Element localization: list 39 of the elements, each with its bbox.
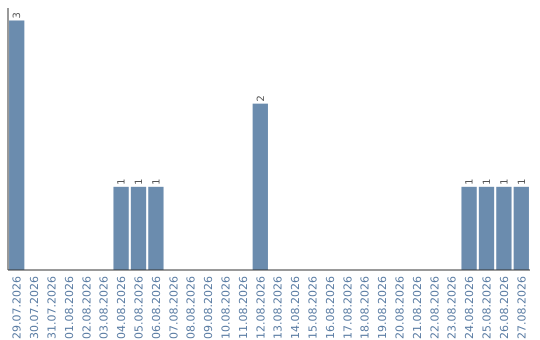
x-tick-label: 21.08.2026 (410, 276, 424, 339)
x-tick-label: 12.08.2026 (254, 276, 268, 339)
x-tick-label: 09.08.2026 (202, 276, 216, 339)
x-tick-label: 13.08.2026 (272, 276, 285, 339)
x-tick-label: 19.08.2026 (376, 276, 390, 339)
x-tick-label: 05.08.2026 (132, 276, 146, 339)
data-label: 1 (134, 178, 145, 185)
x-tick-label: 26.08.2026 (498, 276, 511, 339)
x-tick-label: 31.07.2026 (46, 276, 58, 339)
x-tick-label: 11.08.2026 (236, 276, 250, 339)
x-tick-label: 14.08.2026 (289, 276, 302, 339)
data-label: 1 (499, 178, 510, 185)
x-tick-label: 23.08.2026 (446, 276, 459, 339)
x-tick-label: 01.08.2026 (62, 276, 76, 339)
x-tick-label: 10.08.2026 (220, 276, 232, 339)
data-label: 1 (516, 178, 528, 185)
x-tick-label: 24.08.2026 (463, 276, 476, 339)
x-tick-label: 03.08.2026 (98, 276, 111, 339)
x-tick-label: 17.08.2026 (341, 276, 354, 339)
x-tick-label: 02.08.2026 (80, 276, 94, 339)
x-tick-label: 25.08.2026 (480, 276, 494, 339)
x-tick-label: 27.08.2026 (515, 276, 528, 339)
x-tick-label: 04.08.2026 (115, 276, 128, 339)
data-label: 2 (256, 95, 267, 102)
data-label: 1 (482, 178, 493, 185)
x-tick-label: 15.08.2026 (306, 276, 320, 339)
x-tick-label: 07.08.2026 (167, 276, 180, 339)
x-tick-label: 08.08.2026 (184, 276, 198, 339)
x-tick-label: 06.08.2026 (150, 276, 163, 339)
x-tick-label: 16.08.2026 (324, 276, 337, 339)
x-tick-label: 20.08.2026 (394, 276, 406, 339)
x-tick-label: 18.08.2026 (358, 276, 372, 339)
data-label: 3 (12, 12, 24, 18)
x-tick-label: 29.07.2026 (10, 276, 24, 339)
data-label: 1 (151, 178, 162, 185)
x-tick-label: 22.08.2026 (428, 276, 442, 339)
data-label: 1 (464, 178, 476, 185)
data-label: 1 (116, 178, 128, 185)
x-tick-label: 30.07.2026 (28, 276, 42, 339)
